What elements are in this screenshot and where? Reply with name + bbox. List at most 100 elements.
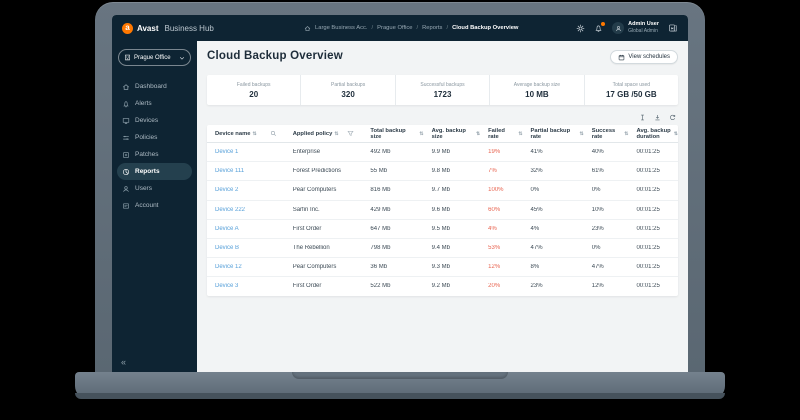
topbar: a Avast Business Hub Large Business Acc.… <box>112 15 688 41</box>
cell-success-rate: 0% <box>591 187 601 194</box>
stat-cell: Total space used 17 GB /50 GB <box>583 75 678 105</box>
stat-cell: Failed backups 20 <box>207 75 300 105</box>
view-schedules-button[interactable]: View schedules <box>610 50 678 64</box>
column-header-label: Failed rate <box>488 127 505 140</box>
column-header-label: Success rate <box>591 127 616 140</box>
sidebar-item-label: Users <box>135 185 152 192</box>
cell-success-rate: 12% <box>591 283 604 290</box>
sidebar-item-dashboard[interactable]: Dashboard <box>117 78 192 95</box>
org-selector[interactable]: Prague Office <box>118 49 191 66</box>
sidebar-item-reports[interactable]: Reports <box>117 163 192 180</box>
cell-partial-rate: 32% <box>530 168 543 175</box>
device-link[interactable]: Device 222 <box>215 206 246 213</box>
sidebar-collapse-button[interactable]: « <box>121 357 127 367</box>
breadcrumb-item[interactable]: Prague Office <box>377 25 413 31</box>
cell-success-rate: 10% <box>591 206 604 213</box>
column-header: Partial backup rate ⇅ <box>523 128 584 140</box>
table-row: Device A First Order 647 Mb 9.5 Mb 4% 4% 23% 00… <box>207 220 678 239</box>
laptop-base-rim <box>75 393 725 399</box>
page-header: Cloud Backup Overview View schedules <box>207 50 678 64</box>
cell-success-rate: 61% <box>591 168 604 175</box>
cell-avg-size: 9.4 Mb <box>431 245 450 252</box>
user-meta: Admin User Global Admin <box>628 21 659 34</box>
stat-value: 17 GB /50 GB <box>605 89 657 99</box>
user-icon <box>122 185 130 193</box>
brand-suffix: Business Hub <box>164 23 214 33</box>
avatar <box>612 22 625 34</box>
backup-table: Device name ⇅ Applied policy ⇅ Total backup … <box>207 125 678 296</box>
device-link[interactable]: Device 3 <box>215 283 239 290</box>
gear-icon[interactable] <box>576 24 585 33</box>
sidebar-item-label: Alerts <box>135 100 152 107</box>
cell-partial-rate: 23% <box>530 283 543 290</box>
cell-total-size: 647 Mb <box>370 225 391 232</box>
cell-partial-rate: 41% <box>530 149 543 156</box>
cell-avg-duration: 00:01:25 <box>636 149 660 156</box>
cell-total-size: 816 Mb <box>370 187 391 194</box>
stat-value: 1723 <box>433 89 452 99</box>
cell-failed-rate: 100% <box>488 187 504 194</box>
device-link[interactable]: Device 12 <box>215 264 242 271</box>
sidebar-nav: Dashboard Alerts Devices Policies Patches Rep… <box>112 78 197 214</box>
search-icon[interactable] <box>270 130 277 137</box>
cell-avg-size: 9.5 Mb <box>431 225 450 232</box>
home-icon <box>122 83 130 91</box>
filter-icon[interactable] <box>347 130 354 137</box>
view-schedules-label: View schedules <box>628 54 670 60</box>
table-row: Device 1 Enterprise 492 Mb 9.9 Mb 19% 41% 40% 0… <box>207 143 678 163</box>
cell-failed-rate: 60% <box>488 206 501 213</box>
sidebar-item-alerts[interactable]: Alerts <box>117 95 192 112</box>
sidebar-item-policies[interactable]: Policies <box>117 129 192 146</box>
sidebar-item-patches[interactable]: Patches <box>117 146 192 163</box>
sort-icon[interactable]: ⇅ <box>624 130 629 137</box>
breadcrumb-separator: / <box>371 25 374 31</box>
cell-avg-size: 9.3 Mb <box>431 264 450 271</box>
cell-partial-rate: 8% <box>530 264 540 271</box>
cell-avg-duration: 00:01:25 <box>636 283 660 290</box>
column-header-label: Avg. backup duration <box>636 127 671 140</box>
column-settings-icon[interactable] <box>639 114 646 121</box>
cell-total-size: 798 Mb <box>370 245 391 252</box>
breadcrumb-item[interactable]: Reports <box>422 25 443 31</box>
calendar-icon <box>619 54 625 60</box>
user-menu[interactable]: Admin User Global Admin <box>612 21 659 34</box>
cell-success-rate: 47% <box>591 264 604 271</box>
sort-icon[interactable]: ⇅ <box>673 130 678 137</box>
download-icon[interactable] <box>654 114 661 121</box>
cell-policy: Pear Computers <box>292 187 337 194</box>
user-role: Global Admin <box>628 28 658 35</box>
sort-icon[interactable]: ⇅ <box>475 130 481 137</box>
device-link[interactable]: Device A <box>215 225 239 232</box>
sidebar-item-users[interactable]: Users <box>117 180 192 197</box>
cell-failed-rate: 7% <box>488 168 497 175</box>
sort-icon[interactable]: ⇅ <box>579 130 584 137</box>
sidebar-item-account[interactable]: Account <box>117 197 192 214</box>
sidebar: Prague Office Dashboard Alerts Devices Poli… <box>112 41 197 372</box>
cell-avg-duration: 00:01:25 <box>636 245 660 252</box>
device-link[interactable]: Device B <box>215 245 240 252</box>
cell-partial-rate: 45% <box>530 206 543 213</box>
sort-icon[interactable]: ⇅ <box>419 130 424 137</box>
column-header: Applied policy ⇅ <box>285 130 363 137</box>
avast-logo-icon: a <box>122 22 133 34</box>
breadcrumb-item[interactable]: Large Business Acc. <box>315 25 368 31</box>
device-link[interactable]: Device 1 <box>215 149 239 156</box>
cell-failed-rate: 4% <box>488 225 497 232</box>
stat-label: Partial backups <box>331 81 366 88</box>
sort-icon[interactable]: ⇅ <box>252 130 257 137</box>
stat-cell: Average backup size 10 MB <box>489 75 583 105</box>
cell-total-size: 492 Mb <box>370 149 391 156</box>
cell-success-rate: 23% <box>591 225 604 232</box>
refresh-icon[interactable] <box>669 114 676 121</box>
home-icon[interactable] <box>304 25 311 32</box>
stat-value: 320 <box>341 89 355 99</box>
breadcrumb-separator: / <box>446 25 449 31</box>
device-link[interactable]: Device 2 <box>215 187 239 194</box>
device-link[interactable]: Device 111 <box>215 168 245 175</box>
sort-icon[interactable]: ⇅ <box>518 130 523 137</box>
sidebar-item-devices[interactable]: Devices <box>117 112 192 129</box>
notifications-bell-icon[interactable] <box>594 21 606 33</box>
cell-partial-rate: 0% <box>530 187 540 194</box>
wallet-icon[interactable] <box>668 23 678 33</box>
sort-icon[interactable]: ⇅ <box>334 130 339 137</box>
